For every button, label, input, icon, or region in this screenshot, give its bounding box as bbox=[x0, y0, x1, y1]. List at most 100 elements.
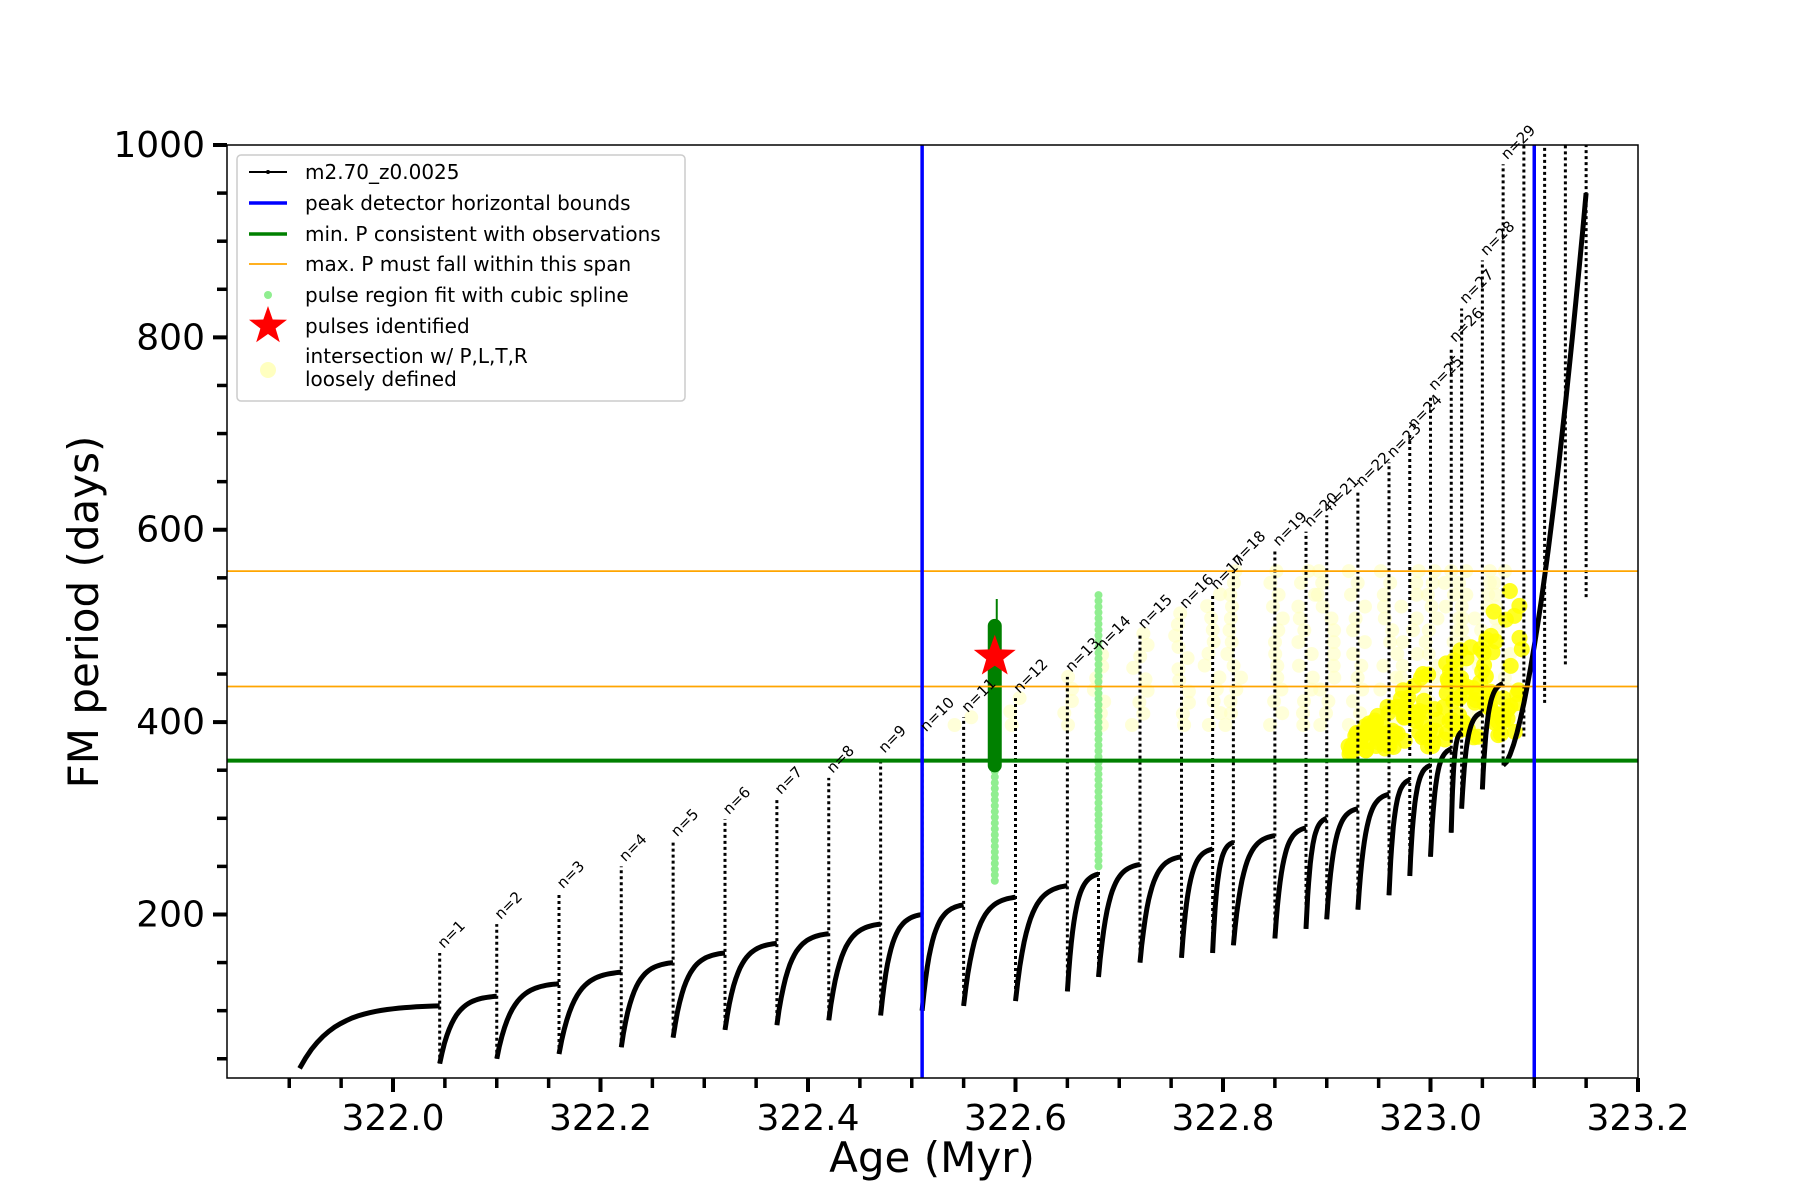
spline-point bbox=[1094, 660, 1103, 669]
spline-point bbox=[990, 801, 999, 810]
intersection-point bbox=[1292, 611, 1307, 626]
intersection-point bbox=[1452, 575, 1467, 590]
spline-point bbox=[1094, 862, 1103, 871]
intersection-point bbox=[1064, 694, 1079, 708]
intersection-point bbox=[1497, 611, 1514, 628]
spline-point bbox=[1094, 671, 1103, 680]
intersection-point bbox=[1172, 673, 1187, 688]
spline-point bbox=[1094, 747, 1103, 755]
spline-point bbox=[1094, 822, 1103, 830]
intersection-point bbox=[1355, 682, 1370, 697]
spline-point bbox=[990, 830, 999, 839]
intersection-point bbox=[1206, 694, 1221, 709]
spline-point bbox=[1094, 845, 1103, 854]
intersection-point bbox=[1168, 628, 1183, 643]
legend-swatch-star bbox=[249, 306, 287, 343]
legend-label: loosely defined bbox=[305, 367, 457, 391]
intersection-point bbox=[1234, 670, 1248, 685]
spline-point bbox=[990, 824, 999, 833]
intersection-point bbox=[1475, 644, 1492, 661]
spline-point bbox=[1094, 856, 1103, 865]
intersection-point bbox=[1275, 611, 1290, 626]
intersection-point bbox=[1126, 660, 1141, 675]
spline-point bbox=[1094, 787, 1103, 796]
intersection-point bbox=[1223, 611, 1238, 626]
intersection-point bbox=[1212, 670, 1227, 685]
intersection-point bbox=[1206, 634, 1221, 649]
x-tick-label: 322.6 bbox=[964, 1098, 1067, 1139]
intersection-point bbox=[1321, 694, 1336, 709]
intersection-point bbox=[1374, 726, 1391, 743]
spline-point bbox=[1094, 706, 1103, 715]
spline-point bbox=[1094, 683, 1103, 692]
intersection-point bbox=[1271, 623, 1286, 638]
legend-label: intersection w/ P,L,T,R bbox=[305, 344, 528, 368]
spline-point bbox=[1094, 602, 1103, 611]
intersection-point bbox=[1400, 702, 1417, 719]
intersection-point bbox=[1395, 658, 1410, 673]
intersection-point bbox=[1446, 587, 1461, 602]
plot-frame bbox=[226, 144, 1639, 1079]
spline-point bbox=[1094, 631, 1103, 640]
legend-swatch-dot bbox=[264, 291, 272, 299]
spline-point bbox=[1094, 596, 1103, 605]
spline-point bbox=[1094, 735, 1103, 744]
spline-point bbox=[990, 853, 999, 862]
spline-point bbox=[1094, 637, 1103, 646]
intersection-point bbox=[1275, 706, 1290, 721]
intersection-point bbox=[1393, 690, 1409, 707]
intersection-point bbox=[1140, 638, 1155, 652]
legend-label: pulses identified bbox=[305, 314, 470, 338]
intersection-point bbox=[1436, 731, 1453, 748]
spline-point bbox=[990, 859, 999, 868]
intersection-point bbox=[1438, 655, 1455, 672]
spline-point bbox=[1094, 643, 1103, 652]
intersection-point bbox=[1012, 691, 1027, 706]
intersection-point bbox=[1171, 662, 1186, 677]
intersection-point bbox=[1394, 599, 1409, 614]
intersection-point bbox=[1267, 694, 1282, 709]
intersection-point bbox=[1409, 611, 1424, 626]
intersection-point bbox=[1270, 658, 1285, 673]
spline-point bbox=[990, 876, 999, 885]
spline-point bbox=[990, 871, 999, 879]
spline-point bbox=[990, 796, 999, 804]
intersection-point bbox=[1327, 670, 1342, 685]
spline-point bbox=[1094, 712, 1103, 721]
intersection-point bbox=[1425, 575, 1440, 590]
intersection-point bbox=[1490, 713, 1506, 730]
intersection-point bbox=[1181, 695, 1196, 710]
intersection-point bbox=[1057, 706, 1072, 720]
spline-point bbox=[990, 819, 999, 828]
x-tick-label: 322.8 bbox=[1171, 1098, 1274, 1139]
spline-point bbox=[1094, 695, 1103, 703]
intersection-point bbox=[1226, 658, 1241, 673]
spline-fit-points bbox=[987, 591, 1103, 885]
intersection-point bbox=[1180, 651, 1195, 666]
intersection-point bbox=[1223, 587, 1238, 602]
intersection-point bbox=[1451, 690, 1468, 707]
spline-point bbox=[990, 842, 999, 851]
x-axis: 322.0 322.2 322.4 322.6 322.8 323.0 323.2 bbox=[287, 1078, 1690, 1139]
intersection-point bbox=[1409, 575, 1424, 590]
spline-point bbox=[1094, 839, 1103, 848]
intersection-point bbox=[1358, 599, 1372, 614]
intersection-point bbox=[1200, 599, 1215, 614]
intersection-point bbox=[1376, 587, 1391, 602]
x-tick-label: 322.4 bbox=[756, 1098, 859, 1139]
intersection-point bbox=[1421, 647, 1436, 661]
intersection-point bbox=[1390, 647, 1405, 661]
plot-content: n=1n=2n=3n=4n=5n=6n=7n=8n=9n=10 n=11 n=12n… bbox=[227, 121, 1638, 1078]
intersection-point bbox=[1061, 669, 1076, 684]
spline-point bbox=[1094, 798, 1103, 807]
intersection-point bbox=[1324, 611, 1339, 626]
intersection-point bbox=[1175, 706, 1190, 721]
spline-point bbox=[1094, 608, 1103, 617]
legend-label: m2.70_z0.0025 bbox=[305, 160, 460, 184]
pulse-identified-star bbox=[973, 634, 1016, 675]
model-track bbox=[297, 145, 1589, 1070]
intersection-point bbox=[1220, 647, 1235, 661]
intersection-point bbox=[1410, 647, 1425, 661]
intersection-point bbox=[1205, 622, 1220, 637]
spline-point bbox=[1094, 775, 1103, 784]
